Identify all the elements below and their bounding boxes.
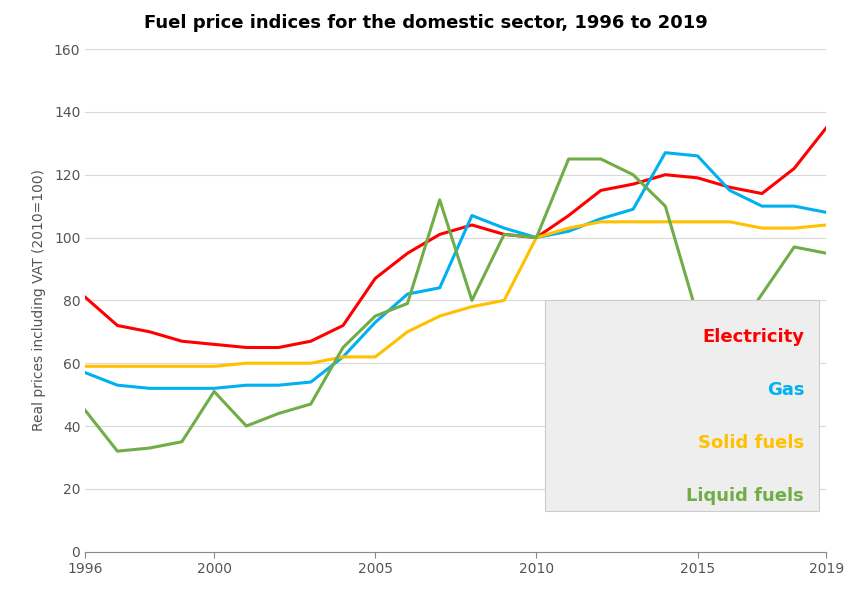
FancyBboxPatch shape [544, 300, 819, 511]
Y-axis label: Real prices including VAT (2010=100): Real prices including VAT (2010=100) [32, 169, 45, 432]
Text: Solid fuels: Solid fuels [698, 434, 804, 452]
Text: Gas: Gas [767, 381, 804, 399]
Text: Liquid fuels: Liquid fuels [687, 487, 804, 504]
Text: Electricity: Electricity [702, 329, 804, 346]
Text: Fuel price indices for the domestic sector, 1996 to 2019: Fuel price indices for the domestic sect… [144, 14, 708, 32]
